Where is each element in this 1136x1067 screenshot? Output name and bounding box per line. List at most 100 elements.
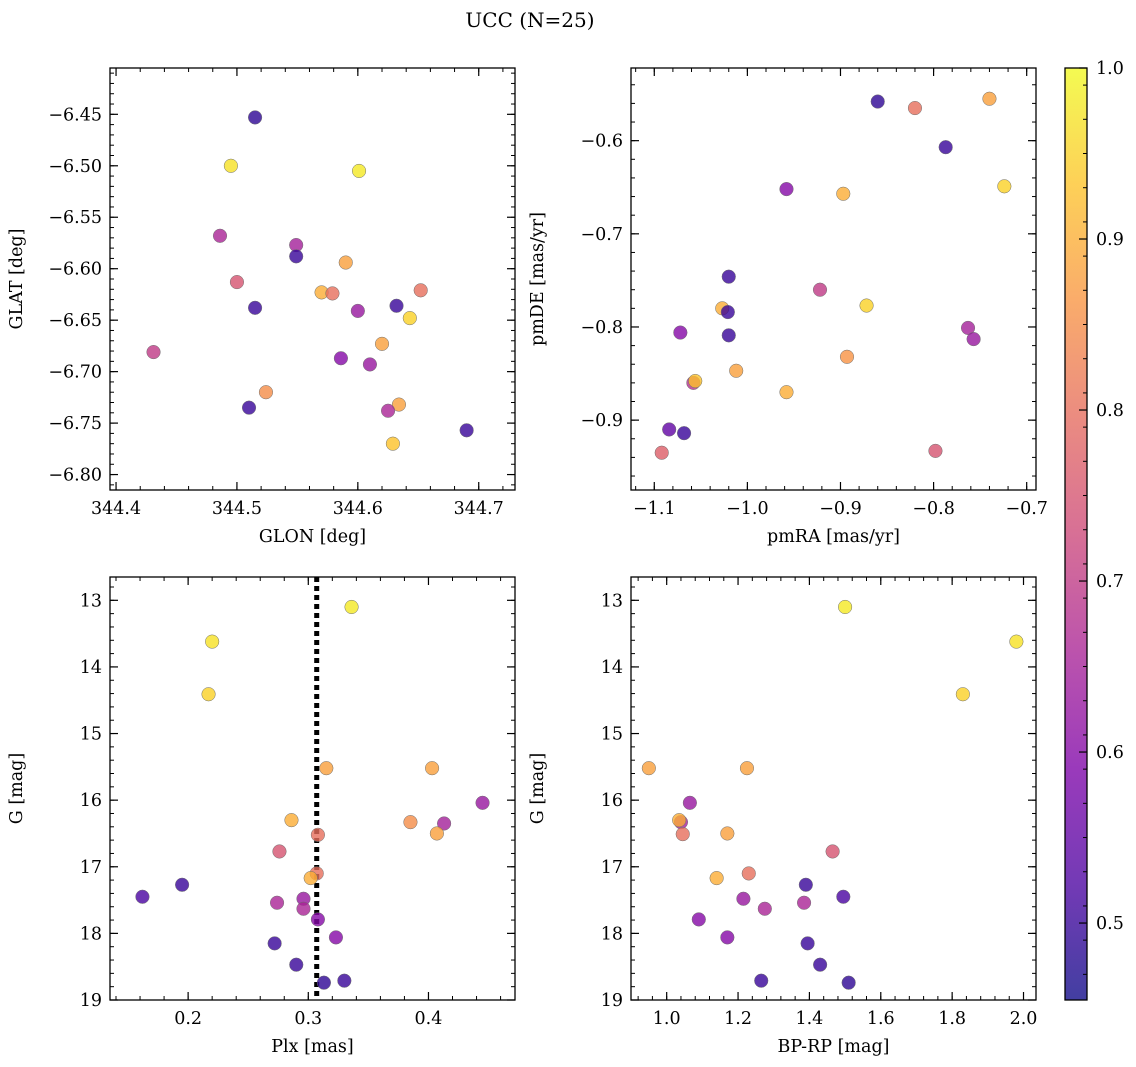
scatter-points — [135, 599, 490, 990]
scatter-points — [654, 91, 1012, 460]
scatter-point — [859, 298, 874, 313]
y-tick-label: −6.75 — [48, 414, 102, 434]
y-tick-label: 13 — [80, 591, 102, 611]
colorbar-frame — [1064, 67, 1088, 1001]
figure-title: UCC (N=25) — [465, 8, 594, 32]
x-tick-label: −0.7 — [1005, 499, 1048, 519]
scatter-point — [841, 975, 856, 990]
scatter-point — [135, 889, 150, 904]
y-tick-label: −6.65 — [48, 311, 102, 331]
panel-glon-glat: 344.4 344.5 344.6 344.7 −6.80 −6.75 −6.70 −6.65… — [7, 67, 516, 547]
y-tick-label: 14 — [601, 658, 623, 678]
axes-frame — [109, 67, 516, 491]
x-tick-label: 1.0 — [653, 1009, 681, 1029]
scatter-point — [289, 957, 304, 972]
y-axis-label: GLAT [deg] — [7, 229, 27, 330]
scatter-point — [641, 761, 656, 776]
x-tick-label: −1.0 — [726, 499, 769, 519]
x-tick-label: 344.7 — [454, 499, 504, 519]
y-tick-label: −6.70 — [48, 363, 102, 383]
x-tick-label: 1.6 — [867, 1009, 895, 1029]
x-tick-label: 344.6 — [333, 499, 383, 519]
scatter-point — [938, 140, 953, 155]
colorbar-gradient — [1065, 68, 1087, 1000]
x-tick-label: 1.4 — [795, 1009, 823, 1029]
scatter-point — [381, 403, 396, 418]
scatter-point — [350, 303, 365, 318]
scatter-point — [966, 332, 981, 347]
x-tick-label: −1.1 — [633, 499, 676, 519]
scatter-point — [982, 91, 997, 106]
y-tick-label: 16 — [601, 791, 623, 811]
scatter-point — [146, 345, 161, 360]
scatter-point — [736, 891, 751, 906]
scatter-point — [272, 844, 287, 859]
scatter-point — [425, 761, 440, 776]
x-tick-label: 344.4 — [91, 499, 141, 519]
scatter-point — [1009, 634, 1024, 649]
scatter-point — [779, 182, 794, 197]
scatter-point — [391, 397, 406, 412]
scatter-point — [997, 179, 1012, 194]
y-tick-label: −6.80 — [48, 466, 102, 486]
scatter-point — [316, 975, 331, 990]
y-tick-label: 17 — [80, 858, 102, 878]
scatter-point — [413, 283, 428, 298]
x-axis-label: pmRA [mas/yr] — [767, 527, 900, 547]
y-tick-label: −6.45 — [48, 105, 102, 125]
scatter-point — [258, 385, 274, 400]
colorbar: 0.5 0.6 0.7 0.8 0.9 1.0 — [1064, 59, 1124, 1001]
scatter-point — [800, 936, 815, 951]
y-tick-label: 15 — [80, 725, 102, 745]
x-tick-label: 0.2 — [174, 1009, 202, 1029]
scatter-point — [757, 901, 772, 916]
y-tick-label: −0.7 — [581, 225, 624, 245]
panel-plx-g: 0.2 0.3 0.4 13 14 15 16 17 18 19 Plx [mas] G [mag] — [7, 576, 516, 1057]
y-tick-label: −6.60 — [48, 260, 102, 280]
scatter-point — [310, 912, 325, 927]
colorbar-tick-label: 0.6 — [1096, 743, 1124, 763]
y-tick-label: 16 — [80, 791, 102, 811]
axes-frame — [630, 67, 1037, 491]
panel-pmra-pmde: −1.1 −1.0 −0.9 −0.8 −0.7 −0.9 −0.8 −0.7 −0.6 pmRA… — [528, 67, 1048, 547]
scatter-point — [319, 761, 334, 776]
scatter-point — [338, 255, 353, 270]
scatter-point — [907, 101, 923, 116]
scatter-point — [836, 186, 851, 201]
scatter-point — [720, 305, 735, 320]
colorbar-tick-label: 0.5 — [1096, 914, 1124, 934]
scatter-point — [691, 912, 706, 927]
scatter-point — [812, 282, 828, 297]
scatter-point — [389, 298, 404, 313]
scatter-point — [385, 436, 400, 451]
scatter-point — [673, 325, 688, 340]
colorbar-tick-label: 0.9 — [1096, 230, 1124, 250]
colorbar-tick-label: 0.8 — [1096, 401, 1124, 421]
axis-ticks — [631, 68, 1036, 490]
scatter-point — [362, 357, 377, 372]
scatter-point — [344, 599, 359, 615]
scatter-point — [720, 930, 735, 945]
scatter-point — [205, 634, 220, 649]
scatter-point — [303, 871, 318, 886]
x-tick-label: 0.4 — [415, 1009, 443, 1029]
x-tick-label: −0.8 — [912, 499, 955, 519]
scatter-point — [267, 936, 282, 951]
y-tick-label: 15 — [601, 725, 623, 745]
scatter-point — [838, 599, 853, 615]
scatter-point — [955, 687, 970, 702]
x-tick-label: 1.8 — [938, 1009, 966, 1029]
scatter-point — [351, 163, 367, 178]
y-axis-label: G [mag] — [7, 753, 27, 824]
scatter-point — [662, 422, 677, 437]
scatter-points — [641, 599, 1024, 990]
scatter-point — [223, 158, 238, 173]
x-tick-label: −0.9 — [819, 499, 862, 519]
scatter-point — [960, 320, 976, 335]
y-axis-label: pmDE [mas/yr] — [528, 212, 548, 346]
panel-bprp-g: 1.0 1.2 1.4 1.6 1.8 2.0 13 14 15 16 17 18 19 BP-RP [m… — [528, 576, 1037, 1057]
scatter-point — [797, 895, 812, 910]
scatter-point — [779, 385, 794, 400]
colorbar-tick-label: 0.7 — [1096, 572, 1124, 592]
